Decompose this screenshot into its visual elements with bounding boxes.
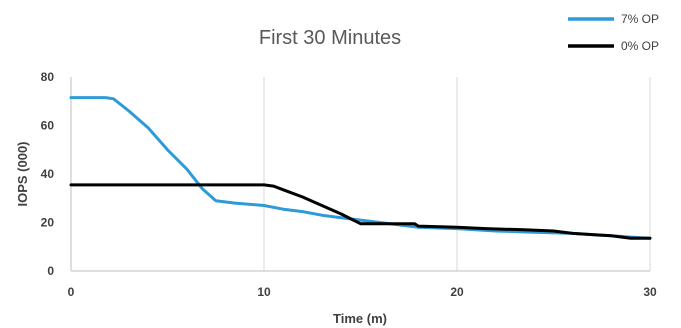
gridlines: [263, 77, 651, 271]
y-tick-label: 60: [41, 119, 55, 133]
x-tick-label: 0: [68, 285, 75, 299]
y-tick-label: 80: [41, 70, 55, 84]
series-line-0: [69, 96, 652, 240]
legend: 7% OP 0% OP: [568, 12, 659, 53]
axes: [70, 77, 650, 272]
legend-label-0: 7% OP: [621, 12, 659, 26]
series-line-1: [69, 183, 652, 240]
x-tick-label: 10: [257, 285, 271, 299]
legend-label-1: 0% OP: [621, 39, 659, 53]
series-lines: [69, 96, 652, 240]
y-tick-label: 40: [41, 167, 55, 181]
x-tick-label: 20: [450, 285, 464, 299]
x-tick-label: 30: [643, 285, 657, 299]
x-axis-label: Time (m): [333, 311, 387, 326]
y-tick-label: 0: [47, 264, 54, 278]
y-tick-label: 20: [41, 216, 55, 230]
chart-title: First 30 Minutes: [259, 27, 401, 49]
tick-labels: 0 10 20 30 0 20 40 60 80: [41, 70, 657, 299]
y-axis-label: IOPS (000): [15, 141, 30, 206]
